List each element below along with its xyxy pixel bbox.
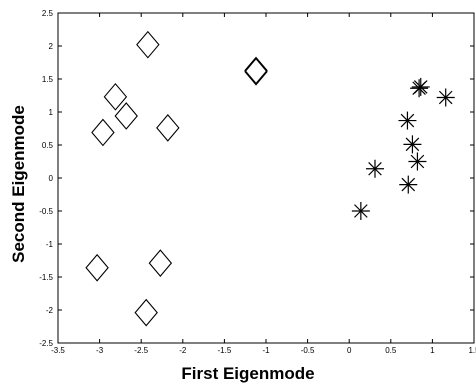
diamond-point: [134, 298, 158, 327]
plot-frame: [57, 12, 475, 344]
asterisk-point: [403, 135, 422, 154]
y-tick-label: -2.5: [39, 339, 53, 348]
y-tick-label: 1.5: [42, 75, 54, 84]
diamond-point: [244, 57, 268, 86]
x-tick-label: 0: [347, 346, 352, 355]
asterisk-point: [398, 111, 417, 130]
tick-labels: -3.5 -3 -2.5 -2 -1.5 -1 -0.5 0 0.5 1 1.5 -2.5 -2 -1.5…: [39, 9, 476, 355]
x-tick-label: -1: [262, 346, 270, 355]
x-tick-label: -0.5: [301, 346, 315, 355]
diamond-point: [156, 113, 180, 142]
tick-marks: [57, 12, 475, 344]
asterisk-point: [410, 79, 429, 98]
asterisk-point: [365, 159, 384, 178]
y-tick-label: -0.5: [39, 207, 53, 216]
y-tick-label: -1.5: [39, 273, 53, 282]
data-markers: [85, 30, 455, 327]
asterisk-point: [436, 88, 455, 107]
diamond-point: [85, 253, 109, 282]
x-axis-label: First Eigenmode: [181, 364, 314, 383]
x-tick-label: -3: [96, 346, 104, 355]
y-axis-label: Second Eigenmode: [9, 105, 28, 263]
y-tick-label: 2.5: [42, 9, 54, 18]
x-tick-label: -3.5: [51, 346, 65, 355]
y-tick-label: 0.5: [42, 141, 54, 150]
asterisk-point: [351, 202, 370, 220]
y-tick-label: 2: [49, 42, 54, 51]
diamond-point: [148, 249, 173, 277]
asterisk-point: [399, 175, 418, 194]
x-tick-label: 1.5: [468, 346, 476, 355]
y-tick-label: 1: [49, 108, 54, 117]
x-tick-label: -1.5: [218, 346, 232, 355]
diamond-point: [91, 118, 115, 147]
diamond-point: [103, 82, 128, 111]
y-tick-label: -2: [46, 306, 54, 315]
x-tick-label: -2: [179, 346, 187, 355]
x-tick-label: 1: [430, 346, 435, 355]
y-tick-label: 0: [49, 174, 54, 183]
diamond-point: [244, 56, 268, 85]
x-tick-label: 0.5: [385, 346, 397, 355]
y-tick-label: -1: [46, 240, 54, 249]
asterisk-point: [408, 152, 427, 171]
diamond-point: [114, 102, 138, 130]
x-tick-label: -2.5: [134, 346, 148, 355]
diamond-point: [136, 30, 160, 59]
